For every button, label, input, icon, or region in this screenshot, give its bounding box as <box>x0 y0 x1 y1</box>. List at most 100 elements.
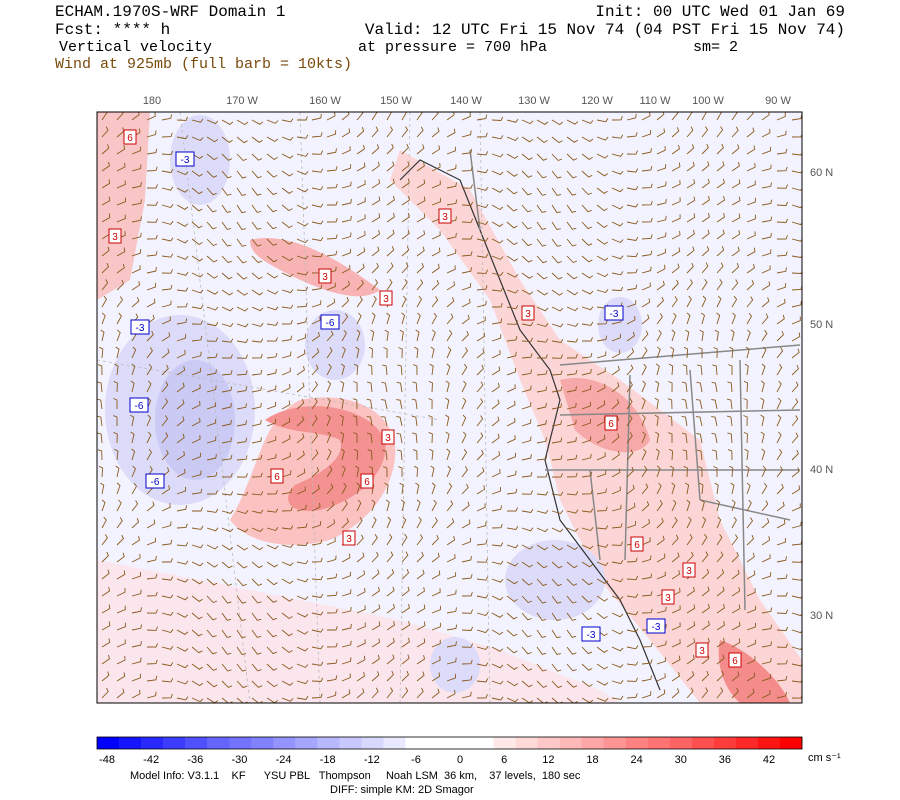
contour-label: 3 <box>442 212 448 223</box>
colorbar-swatch <box>317 737 340 749</box>
colorbar-swatch <box>581 737 605 749</box>
colorbar-swatch <box>229 737 252 749</box>
latitude-label: 30 N <box>810 610 833 622</box>
field-name: Vertical velocity <box>59 39 212 56</box>
contour-label-box <box>379 290 393 306</box>
colorbar-tick-label: 42 <box>763 754 775 766</box>
colorbar-swatch <box>427 737 450 749</box>
contour-label: -6 <box>135 401 144 412</box>
contour-label: -3 <box>136 323 145 334</box>
colorbar-swatch <box>449 737 472 749</box>
model-info: Model Info: V3.1.1 KF YSU PBL Thompson N… <box>130 770 581 782</box>
contour-label: 3 <box>686 566 692 577</box>
longitude-label: 180 <box>143 95 161 107</box>
colorbar-swatch <box>691 737 715 749</box>
contour-label-box <box>438 208 452 224</box>
contour-label: 3 <box>665 593 671 604</box>
colorbar-swatch <box>779 737 803 749</box>
positive-region <box>97 112 150 300</box>
colorbar-swatch <box>339 737 362 749</box>
colorbar-swatch <box>757 737 781 749</box>
contour-label-box <box>130 319 150 335</box>
colorbar-tick-label: -48 <box>99 754 115 766</box>
contour-label: 6 <box>274 472 280 483</box>
contour-label-box <box>581 626 601 642</box>
colorbar-unit: cm s⁻¹ <box>808 752 841 764</box>
map-frame <box>96 111 803 704</box>
contour-label-box <box>129 397 149 413</box>
positive-region <box>560 378 650 453</box>
colorbar-swatch <box>163 737 186 749</box>
colorbar: -48 -42 -36 -30 -24 -18 -12 -6 0 6 12 18 24 30 36 42 <box>96 736 803 766</box>
colorbar-swatch <box>207 737 230 749</box>
colorbar-swatch <box>383 737 406 749</box>
longitude-label: 120 W <box>581 95 613 107</box>
colorbar-swatch <box>625 737 649 749</box>
colorbar-swatch <box>493 737 516 749</box>
contour-label: 3 <box>699 646 705 657</box>
colorbar-swatch <box>669 737 693 749</box>
title: ECHAM.1970S-WRF Domain 1 <box>55 3 285 21</box>
colorbar-swatch <box>647 737 671 749</box>
contour-label: -3 <box>181 155 190 166</box>
contour-label: 6 <box>364 477 370 488</box>
colorbar-tick-label: 6 <box>501 754 507 766</box>
longitude-label: 140 W <box>450 95 482 107</box>
colorbar-swatch <box>141 737 164 749</box>
longitude-label: 90 W <box>765 95 791 107</box>
wind-note: Wind at 925mb (full barb = 10kts) <box>55 56 352 73</box>
negative-region <box>170 115 230 205</box>
negative-region <box>430 637 480 693</box>
contour-label: -3 <box>652 622 661 633</box>
contour-label: 3 <box>525 309 531 320</box>
latitude-label: 50 N <box>810 319 833 331</box>
colorbar-tick-label: 18 <box>586 754 598 766</box>
contour-label-box <box>381 429 395 445</box>
colorbar-tick-label: -36 <box>187 754 203 766</box>
contour-label: 6 <box>608 419 614 430</box>
contour-label-box <box>521 305 535 321</box>
colorbar-swatch <box>251 737 274 749</box>
longitude-label: 130 W <box>518 95 550 107</box>
positive-core <box>265 406 386 511</box>
longitude-labels: 180 170 W 160 W 150 W 140 W 130 W 120 W 110 W 10… <box>143 95 792 107</box>
contour-label-box <box>661 589 675 605</box>
colorbar-swatch <box>603 737 627 749</box>
contour-label: -3 <box>587 630 596 641</box>
contour-label-box <box>360 473 374 489</box>
contour-label: 6 <box>127 133 133 144</box>
forecast-hour: Fcst: **** h <box>55 21 170 39</box>
contour-label-box <box>175 151 195 167</box>
contour-label-box <box>604 305 624 321</box>
colorbar-tick-label: 12 <box>542 754 554 766</box>
colorbar-swatch <box>361 737 384 749</box>
contour-label-box <box>320 314 340 330</box>
graticule <box>97 112 491 703</box>
colorbar-swatch <box>405 737 428 749</box>
contour-label-box <box>630 536 644 552</box>
negative-region <box>598 297 642 353</box>
contour-label: 3 <box>385 433 391 444</box>
contour-label: -3 <box>610 309 619 320</box>
positive-region <box>97 560 620 703</box>
colorbar-swatch <box>735 737 759 749</box>
init-time: Init: 00 UTC Wed 01 Jan 69 <box>595 3 845 21</box>
longitude-label: 100 W <box>692 95 724 107</box>
colorbar-tick-label: -6 <box>411 754 421 766</box>
negative-region <box>505 540 605 620</box>
pressure-level: at pressure = 700 hPa <box>358 39 547 56</box>
positive-region <box>250 238 380 297</box>
latitude-labels: 60 N 50 N 40 N 30 N <box>810 167 833 622</box>
longitude-label: 150 W <box>380 95 412 107</box>
latitude-label: 40 N <box>810 464 833 476</box>
valid-time: Valid: 12 UTC Fri 15 Nov 74 (04 PST Fri … <box>365 21 845 39</box>
colorbar-swatch <box>185 737 208 749</box>
colorbar-swatch <box>295 737 318 749</box>
contour-label: 3 <box>112 232 118 243</box>
contour-label-box <box>728 652 742 668</box>
contour-label-box <box>695 642 709 658</box>
political-borders <box>469 149 801 611</box>
longitude-label: 170 W <box>226 95 258 107</box>
